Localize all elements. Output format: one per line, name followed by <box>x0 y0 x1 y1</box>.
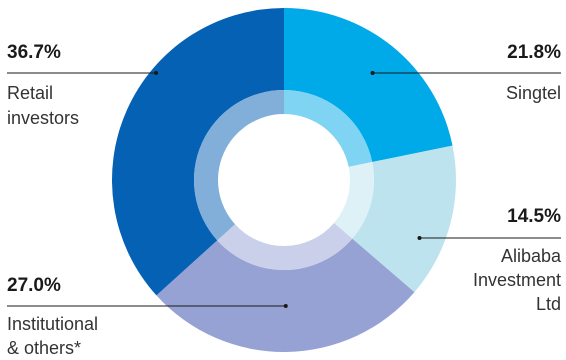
leader-dot-singtel <box>370 71 375 75</box>
slice-inner-alibaba-investment-ltd <box>334 162 374 239</box>
label-institutional: 27.0% Institutional & others* <box>7 275 98 358</box>
slice-retail-investors <box>111 8 284 296</box>
retail-investors-percent: 36.7% <box>7 42 61 63</box>
donut-slices <box>111 8 456 352</box>
slice-inner-singtel <box>284 90 373 167</box>
slice-alibaba-investment-ltd <box>352 145 456 293</box>
slice-singtel <box>284 8 453 163</box>
alibaba-percent: 14.5% <box>507 206 561 227</box>
leader-dot-institutional-others <box>283 304 288 308</box>
label-alibaba: 14.5% Alibaba Investment Ltd <box>473 206 562 314</box>
alibaba-label-line-1: Alibaba <box>501 246 562 266</box>
alibaba-label-line-2: Investment <box>473 270 561 290</box>
slice-inner-institutional-others <box>217 223 353 270</box>
retail-investors-label-line-2: investors <box>7 108 79 128</box>
label-retail-investors: 36.7% Retail investors <box>7 42 79 128</box>
singtel-label: Singtel <box>506 83 561 103</box>
retail-investors-label-line-1: Retail <box>7 83 53 103</box>
leader-dot-alibaba-investment-ltd <box>417 236 422 240</box>
leader-lines <box>7 71 561 308</box>
alibaba-label-line-3: Ltd <box>536 294 561 314</box>
slice-inner-retail-investors <box>194 90 284 241</box>
leader-dot-retail-investors <box>154 71 159 75</box>
institutional-label-line-2: & others* <box>7 338 81 358</box>
label-singtel: 21.8% Singtel <box>506 42 561 103</box>
institutional-percent: 27.0% <box>7 275 61 296</box>
singtel-percent: 21.8% <box>507 42 561 63</box>
slice-institutional-others <box>156 238 415 352</box>
institutional-label-line-1: Institutional <box>7 314 98 334</box>
